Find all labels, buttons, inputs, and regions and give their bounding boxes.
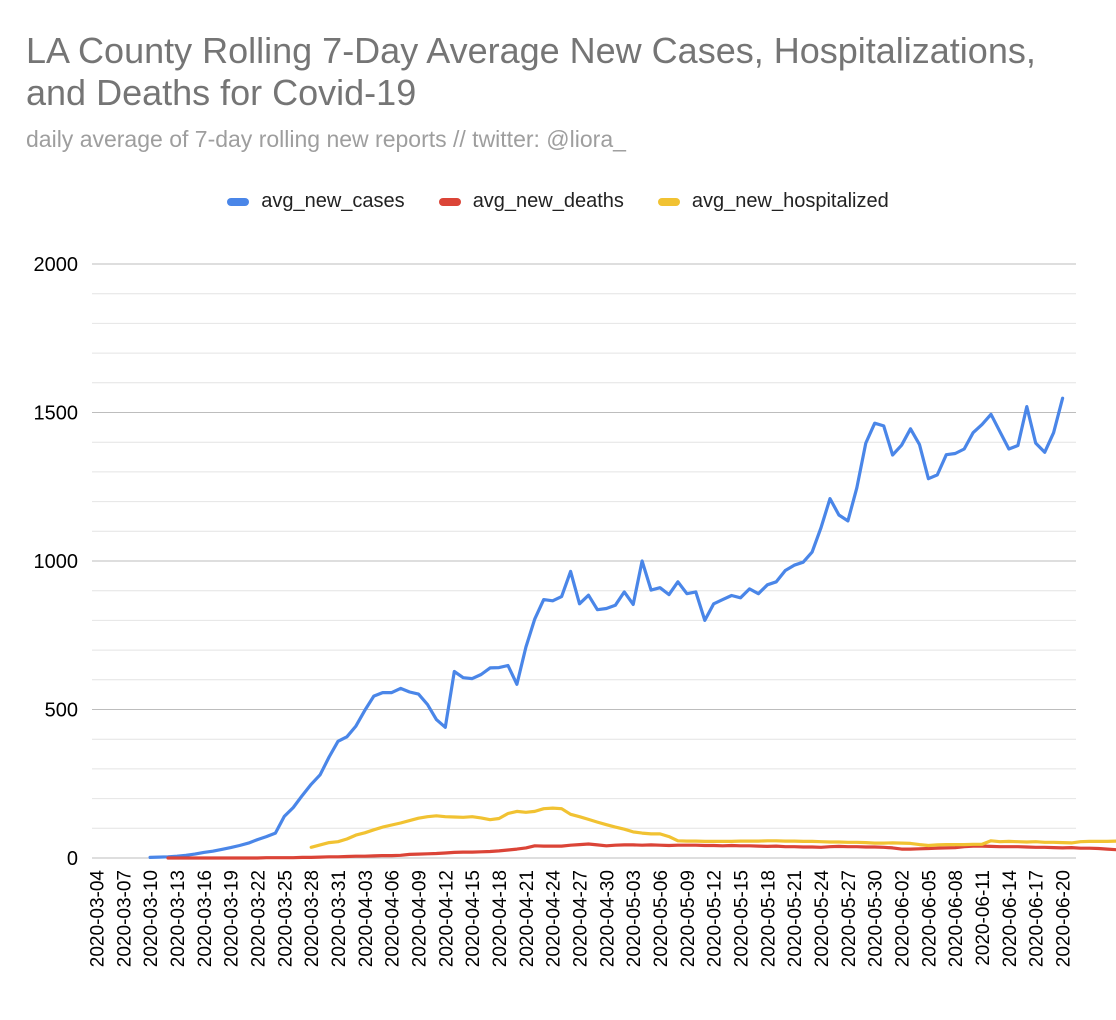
y-tick-label: 1000 (34, 551, 79, 573)
x-tick-label: 2020-04-15 (463, 870, 484, 967)
x-tick-label: 2020-04-24 (544, 870, 565, 968)
x-tick-label: 2020-03-28 (302, 870, 323, 967)
series-line-avg-new-cases (148, 396, 1065, 860)
y-tick-label: 500 (45, 700, 78, 722)
x-tick-label: 2020-05-27 (839, 870, 860, 967)
x-tick-label: 2020-04-09 (410, 870, 431, 967)
x-tick-label: 2020-04-12 (436, 870, 457, 967)
x-tick-label: 2020-03-10 (141, 870, 162, 967)
x-tick-label: 2020-04-06 (383, 870, 404, 967)
series-line-avg-new-hospitalized (309, 806, 1116, 849)
x-tick-label: 2020-05-03 (624, 870, 645, 967)
x-tick-label: 2020-05-21 (785, 870, 806, 967)
x-tick-label: 2020-04-27 (571, 870, 592, 967)
x-tick-label: 2020-03-07 (114, 870, 135, 967)
x-tick-label: 2020-04-18 (490, 870, 511, 967)
y-tick-label: 2000 (34, 254, 79, 276)
x-tick-label: 2020-03-16 (195, 870, 216, 967)
x-tick-label: 2020-05-15 (732, 870, 753, 967)
legend-item-avg-new-cases: avg_new_cases (227, 190, 405, 213)
x-tick-label: 2020-05-18 (758, 870, 779, 967)
legend-item-avg-new-hospitalized: avg_new_hospitalized (657, 190, 889, 213)
legend-swatch (227, 197, 250, 206)
x-tick-label: 2020-04-30 (597, 870, 618, 967)
x-tick-label: 2020-05-24 (812, 870, 833, 968)
x-tick-label: 2020-06-14 (1000, 870, 1021, 968)
x-tick-label: 2020-03-25 (275, 870, 296, 967)
y-tick-label: 0 (67, 848, 78, 870)
x-tick-label: 2020-03-22 (248, 870, 269, 967)
series-line-avg-new-deaths (166, 842, 1116, 860)
x-tick-label: 2020-03-31 (329, 870, 350, 967)
legend-swatch (438, 197, 461, 206)
x-tick-label: 2020-06-17 (1027, 870, 1048, 967)
chart-title: LA County Rolling 7-Day Average New Case… (26, 30, 1036, 113)
x-tick-label: 2020-03-13 (168, 870, 189, 967)
x-tick-label: 2020-06-20 (1054, 870, 1075, 967)
x-tick-label: 2020-05-06 (651, 870, 672, 967)
x-tick-label: 2020-04-03 (356, 870, 377, 967)
x-tick-label: 2020-06-08 (946, 870, 967, 967)
legend-label: avg_new_cases (261, 190, 405, 212)
chart-subtitle: daily average of 7-day rolling new repor… (26, 126, 626, 152)
x-tick-label: 2020-06-02 (893, 870, 914, 967)
x-tick-label: 2020-06-05 (919, 870, 940, 967)
legend-swatch (657, 197, 680, 206)
x-tick-label: 2020-06-11 (973, 870, 994, 966)
x-tick-label: 2020-03-19 (222, 870, 243, 967)
chart-legend: avg_new_cases avg_new_deaths avg_new_hospi… (0, 190, 1116, 213)
legend-label: avg_new_hospitalized (691, 190, 889, 212)
y-tick-label: 1500 (34, 403, 79, 425)
legend-label: avg_new_deaths (472, 190, 624, 212)
x-tick-label: 2020-05-09 (678, 870, 699, 967)
x-tick-label: 2020-03-04 (87, 870, 108, 968)
x-tick-label: 2020-05-12 (705, 870, 726, 967)
x-tick-label: 2020-05-30 (866, 870, 887, 967)
x-tick-label: 2020-04-21 (517, 870, 538, 967)
legend-item-avg-new-deaths: avg_new_deaths (438, 190, 624, 213)
